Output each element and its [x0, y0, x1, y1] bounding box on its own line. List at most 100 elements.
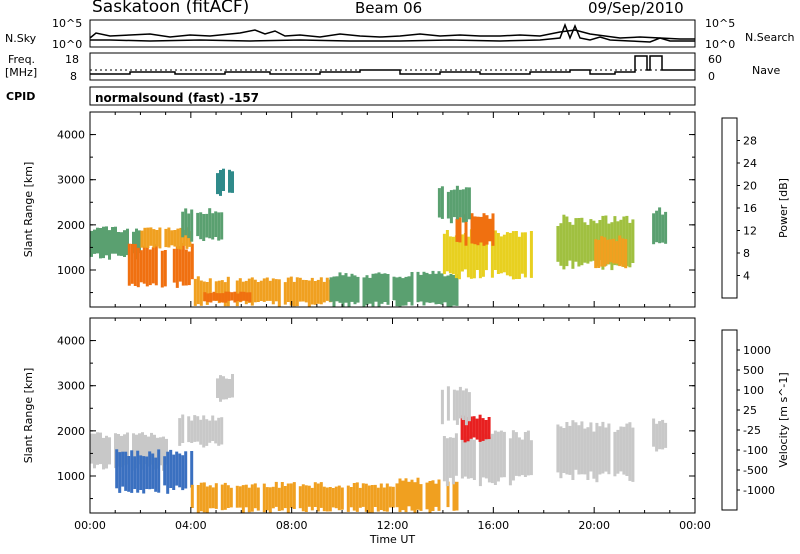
colorbar-tick-label: 28: [743, 135, 757, 148]
data-cell: [250, 484, 254, 512]
data-cell: [212, 291, 216, 301]
y-axis-label: Slant Range [km]: [22, 368, 35, 464]
data-cell: [179, 227, 183, 250]
data-cell: [277, 279, 281, 307]
data-cell: [493, 430, 497, 485]
data-cell: [274, 481, 278, 507]
data-cell: [451, 437, 455, 485]
data-cell: [604, 427, 608, 472]
data-cell: [440, 186, 444, 219]
data-cell: [298, 486, 302, 509]
data-cell: [256, 282, 260, 302]
data-cell: [364, 483, 368, 512]
data-cell: [202, 214, 206, 241]
data-cell: [277, 487, 281, 511]
data-cell: [256, 487, 260, 511]
data-cell: [230, 292, 234, 301]
data-cell: [105, 226, 108, 256]
data-cell: [373, 484, 377, 507]
cpid-label: CPID: [6, 90, 36, 103]
data-cell: [625, 423, 629, 476]
data-cell: [295, 277, 299, 307]
data-cell: [565, 216, 569, 267]
colorbar-tick-label: 25: [743, 404, 757, 417]
data-cell: [211, 213, 215, 240]
data-cell: [214, 211, 218, 237]
colorbar-tick-label: 24: [743, 157, 757, 170]
data-cell: [469, 416, 473, 439]
data-cell: [517, 437, 521, 477]
data-cell: [472, 416, 476, 438]
data-cell: [217, 280, 221, 304]
x-tick-label: 12:00: [377, 519, 409, 532]
data-cell: [143, 227, 147, 248]
data-cell: [612, 238, 616, 264]
data-cell: [271, 278, 275, 305]
data-cell: [577, 425, 581, 475]
data-cell: [164, 228, 168, 248]
data-cell: [90, 230, 93, 257]
data-cell: [225, 378, 228, 400]
data-cell: [392, 276, 396, 301]
data-cell: [380, 273, 384, 304]
data-cell: [356, 276, 360, 303]
data-cell: [220, 484, 224, 511]
data-cell: [652, 213, 656, 245]
data-cell: [446, 481, 450, 508]
colorbar-tick-label: 1000: [743, 344, 771, 357]
data-cell: [377, 272, 381, 307]
y-tick-label: 2000: [57, 219, 85, 232]
data-cell: [470, 213, 474, 244]
data-cell: [529, 440, 533, 476]
data-cell: [580, 217, 584, 266]
colorbar-tick-label: 12: [743, 225, 757, 238]
data-cell: [220, 417, 224, 445]
colorbar-tick-label: 4: [743, 270, 750, 283]
data-cell: [508, 438, 512, 486]
data-cell: [370, 485, 374, 513]
data-cell: [622, 426, 626, 475]
data-cell: [219, 170, 222, 196]
data-cell: [214, 420, 218, 444]
data-cell: [99, 228, 102, 259]
data-cell: [618, 235, 622, 267]
data-cell: [595, 422, 599, 483]
data-cell: [182, 229, 186, 246]
data-cell: [619, 426, 623, 472]
data-cell: [283, 282, 287, 305]
data-cell: [332, 276, 336, 307]
data-cell: [365, 275, 369, 305]
data-cell: [458, 386, 462, 419]
data-cell: [193, 278, 197, 306]
y-tick-label: 4000: [57, 335, 85, 348]
data-cell: [221, 293, 225, 303]
data-cell: [148, 249, 152, 286]
data-cell: [301, 279, 305, 302]
data-cell: [508, 232, 512, 277]
data-cell: [181, 455, 185, 491]
data-cell: [460, 415, 464, 440]
data-cell: [473, 216, 477, 245]
data-cell: [283, 486, 287, 509]
data-cell: [463, 233, 467, 270]
data-cell: [208, 208, 212, 239]
data-cell: [487, 436, 491, 483]
data-cell: [241, 281, 245, 301]
data-cell: [455, 390, 459, 425]
data-cell: [410, 479, 414, 511]
data-cell: [469, 229, 473, 279]
data-cell: [173, 230, 177, 247]
data-cell: [452, 481, 456, 511]
power-panel: 1000 2000 3000 4000 Slant Range [km] 4 8 12 16 20…: [22, 111, 790, 308]
data-cell: [172, 454, 176, 490]
data-cell: [523, 232, 527, 278]
data-cell: [120, 232, 123, 256]
data-cell: [514, 432, 518, 476]
data-cell: [227, 291, 231, 301]
y-tick-label: 2000: [57, 425, 85, 438]
data-cell: [108, 437, 111, 465]
data-cell: [136, 247, 140, 288]
data-cell: [145, 247, 149, 287]
data-cell: [310, 277, 314, 305]
data-cell: [187, 213, 191, 239]
